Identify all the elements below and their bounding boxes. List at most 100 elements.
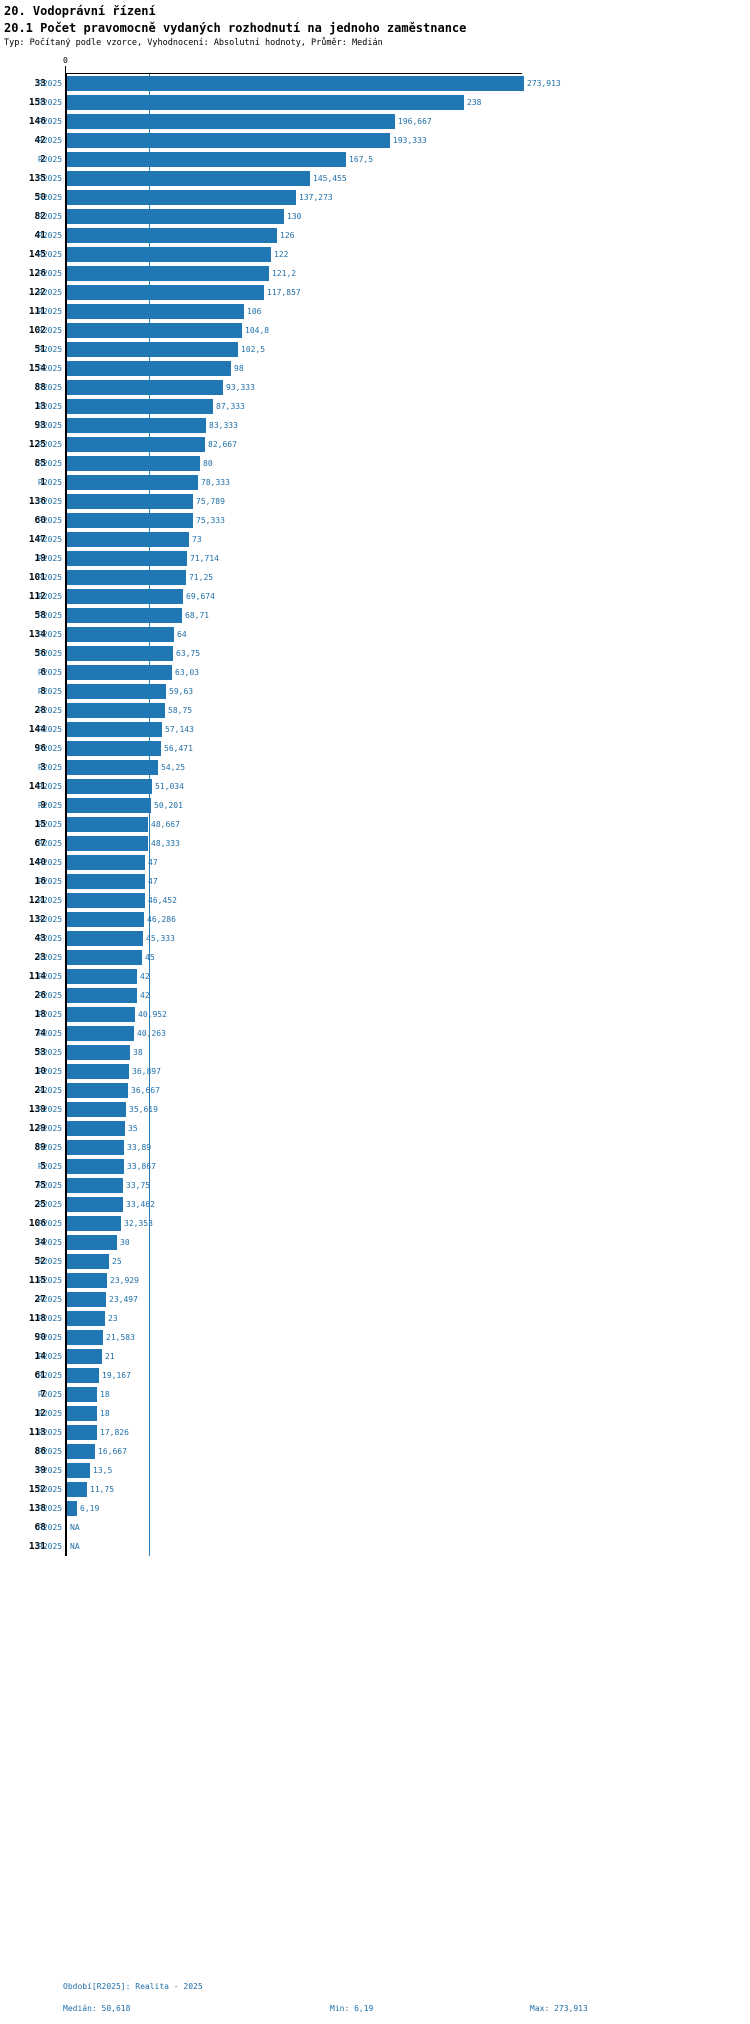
bar[interactable] [67, 798, 151, 813]
bar-row[interactable]: 146 R2025 196,667 [0, 112, 750, 131]
bar[interactable] [67, 266, 269, 281]
bar-row[interactable]: 27 R2025 23,497 [0, 1290, 750, 1309]
bar[interactable] [67, 1406, 97, 1421]
bar-row[interactable]: 25 R2025 33,462 [0, 1195, 750, 1214]
bar-row[interactable]: 101 R2025 71,25 [0, 568, 750, 587]
bar[interactable] [67, 1330, 103, 1345]
bar-row[interactable]: 154 R2025 98 [0, 359, 750, 378]
bar-row[interactable]: 126 R2025 121,2 [0, 264, 750, 283]
bar[interactable] [67, 190, 296, 205]
bar[interactable] [67, 76, 524, 91]
bar[interactable] [67, 893, 145, 908]
bar-row[interactable]: 129 R2025 35 [0, 1119, 750, 1138]
bar-row[interactable]: 88 R2025 93,333 [0, 378, 750, 397]
bar[interactable] [67, 171, 310, 186]
bar[interactable] [67, 1444, 95, 1459]
bar-row[interactable]: 56 R2025 63,75 [0, 644, 750, 663]
bar-row[interactable]: 122 R2025 117,857 [0, 283, 750, 302]
bar-row[interactable]: 102 R2025 104,8 [0, 321, 750, 340]
bar-row[interactable]: 132 R2025 46,286 [0, 910, 750, 929]
bar-row[interactable]: 93 R2025 83,333 [0, 416, 750, 435]
bar[interactable] [67, 1007, 135, 1022]
bar-row[interactable]: 144 R2025 57,143 [0, 720, 750, 739]
bar-row[interactable]: 153 R2025 238 [0, 93, 750, 112]
bar-row[interactable]: 75 R2025 33,75 [0, 1176, 750, 1195]
bar[interactable] [67, 570, 186, 585]
bar[interactable] [67, 247, 271, 262]
bar-row[interactable]: 85 R2025 80 [0, 454, 750, 473]
bar-row[interactable]: 152 R2025 11,75 [0, 1480, 750, 1499]
bar[interactable] [67, 361, 231, 376]
bar-row[interactable]: 15 R2025 48,667 [0, 815, 750, 834]
bar[interactable] [67, 1083, 128, 1098]
bar[interactable] [67, 304, 244, 319]
bar[interactable] [67, 1178, 123, 1193]
bar-row[interactable]: 18 R2025 40,952 [0, 1005, 750, 1024]
bar[interactable] [67, 1425, 97, 1440]
bar-row[interactable]: 96 R2025 56,471 [0, 739, 750, 758]
bar-row[interactable]: 138 R2025 6,19 [0, 1499, 750, 1518]
bar-row[interactable]: 41 R2025 126 [0, 226, 750, 245]
bar[interactable] [67, 1482, 87, 1497]
bar-row[interactable]: 115 R2025 23,929 [0, 1271, 750, 1290]
bar-row[interactable]: 6 R2025 63,03 [0, 663, 750, 682]
bar-row[interactable]: 42 R2025 193,333 [0, 131, 750, 150]
bar-row[interactable]: 16 R2025 47 [0, 872, 750, 891]
bar-row[interactable]: 26 R2025 42 [0, 986, 750, 1005]
bar-row[interactable]: 21 R2025 36,667 [0, 1081, 750, 1100]
bar-row[interactable]: 118 R2025 23 [0, 1309, 750, 1328]
bar[interactable] [67, 399, 213, 414]
bar[interactable] [67, 133, 390, 148]
bar-row[interactable]: 28 R2025 58,75 [0, 701, 750, 720]
bar[interactable] [67, 1311, 105, 1326]
bar[interactable] [67, 836, 148, 851]
bar[interactable] [67, 1121, 125, 1136]
bar-row[interactable]: 50 R2025 137,273 [0, 188, 750, 207]
bar-row[interactable]: 86 R2025 16,667 [0, 1442, 750, 1461]
bar[interactable] [67, 627, 174, 642]
bar[interactable] [67, 1368, 99, 1383]
bar[interactable] [67, 418, 206, 433]
bar-row[interactable]: 39 R2025 13,5 [0, 1461, 750, 1480]
bar[interactable] [67, 1235, 117, 1250]
bar[interactable] [67, 1140, 124, 1155]
bar-row[interactable]: 53 R2025 38 [0, 1043, 750, 1062]
bar[interactable] [67, 779, 152, 794]
bar-row[interactable]: 136 R2025 75,789 [0, 492, 750, 511]
bar[interactable] [67, 1064, 129, 1079]
bar[interactable] [67, 817, 148, 832]
bar-row[interactable]: 3 R2025 54,25 [0, 758, 750, 777]
bar-row[interactable]: 7 R2025 18 [0, 1385, 750, 1404]
bar-row[interactable]: 61 R2025 19,167 [0, 1366, 750, 1385]
bar[interactable] [67, 551, 187, 566]
bar-row[interactable]: 34 R2025 30 [0, 1233, 750, 1252]
bar[interactable] [67, 950, 142, 965]
bar[interactable] [67, 741, 161, 756]
bar-row[interactable]: 2 R2025 167,5 [0, 150, 750, 169]
bar[interactable] [67, 589, 183, 604]
bar[interactable] [67, 931, 143, 946]
bar[interactable] [67, 1292, 106, 1307]
bar[interactable] [67, 437, 205, 452]
bar[interactable] [67, 380, 223, 395]
bar-row[interactable]: 145 R2025 122 [0, 245, 750, 264]
bar-row[interactable]: 60 R2025 75,333 [0, 511, 750, 530]
bar-row[interactable]: 43 R2025 45,333 [0, 929, 750, 948]
bar-row[interactable]: 51 R2025 102,5 [0, 340, 750, 359]
bar-row[interactable]: 82 R2025 130 [0, 207, 750, 226]
bar[interactable] [67, 646, 173, 661]
bar-row[interactable]: 121 R2025 46,452 [0, 891, 750, 910]
bar-row[interactable]: 1 R2025 78,333 [0, 473, 750, 492]
bar-row[interactable]: 125 R2025 82,667 [0, 435, 750, 454]
bar-row[interactable]: 33 R2025 273,913 [0, 74, 750, 93]
bar-row[interactable]: 111 R2025 106 [0, 302, 750, 321]
bar[interactable] [67, 1349, 102, 1364]
bar-row[interactable]: 68 R2025 NA [0, 1518, 750, 1537]
bar-row[interactable]: 89 R2025 33,89 [0, 1138, 750, 1157]
bar[interactable] [67, 1026, 134, 1041]
bar[interactable] [67, 969, 137, 984]
bar-row[interactable]: 131 R2025 NA [0, 1537, 750, 1556]
bar[interactable] [67, 1254, 109, 1269]
bar-row[interactable]: 134 R2025 64 [0, 625, 750, 644]
bar-row[interactable]: 52 R2025 25 [0, 1252, 750, 1271]
